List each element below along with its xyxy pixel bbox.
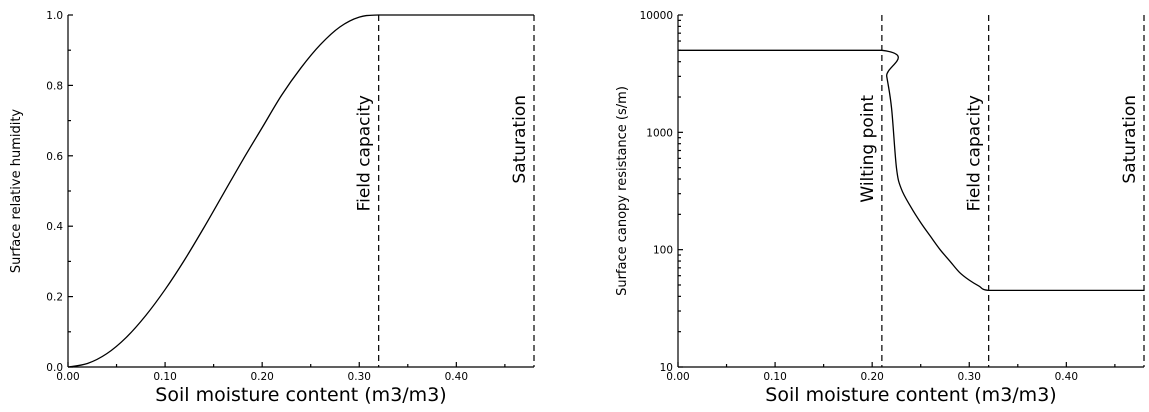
y-tick-label: 0.6 [46,151,63,163]
y-tick-label: 1.0 [46,10,63,22]
reference-line-label: Wilting point [858,95,878,203]
x-tick-label: 0.10 [763,371,786,383]
y-tick-label: 0.8 [46,80,63,92]
y-tick-label: 0.2 [46,292,63,304]
y-tick-label: 10000 [640,10,673,22]
y-axis-label: Surface canopy resistance (s/m) [615,86,630,296]
relative-humidity-chart: 0.00 0.10 0.20 0.30 0.40 0.0 0.2 0.4 0.6 0.8 1.0 So… [9,10,535,406]
x-tick-label: 0.30 [348,371,371,383]
x-tick-label: 0.10 [153,371,176,383]
reference-line-label: Saturation [1120,95,1140,184]
y-tick-label: 10 [660,362,673,374]
y-tick-label: 0.0 [46,362,63,374]
x-tick-label: 0.00 [666,371,689,383]
x-axis-label: Soil moisture content (m3/m3) [765,384,1056,406]
reference-line-label: Field capacity [965,95,985,211]
x-tick-label: 0.20 [860,371,883,383]
y-tick-label: 0.4 [46,221,63,233]
y-axis-label: Surface relative humidity [9,109,24,274]
x-tick-label: 0.40 [445,371,468,383]
reference-line-label: Saturation [510,95,530,184]
x-tick-label: 0.30 [958,371,981,383]
y-tick-label: 100 [653,245,673,257]
data-series-line [678,49,1144,292]
data-series-line [67,14,534,368]
x-tick-label: 0.40 [1055,371,1078,383]
canopy-resistance-chart: 0.00 0.10 0.20 0.30 0.40 10 100 1000 10000 Soil m… [615,10,1145,406]
x-tick-label: 0.00 [56,371,79,383]
x-axis-label: Soil moisture content (m3/m3) [155,384,446,406]
reference-line-label: Field capacity [355,95,375,211]
x-tick-label: 0.20 [250,371,273,383]
y-tick-label: 1000 [646,127,673,139]
